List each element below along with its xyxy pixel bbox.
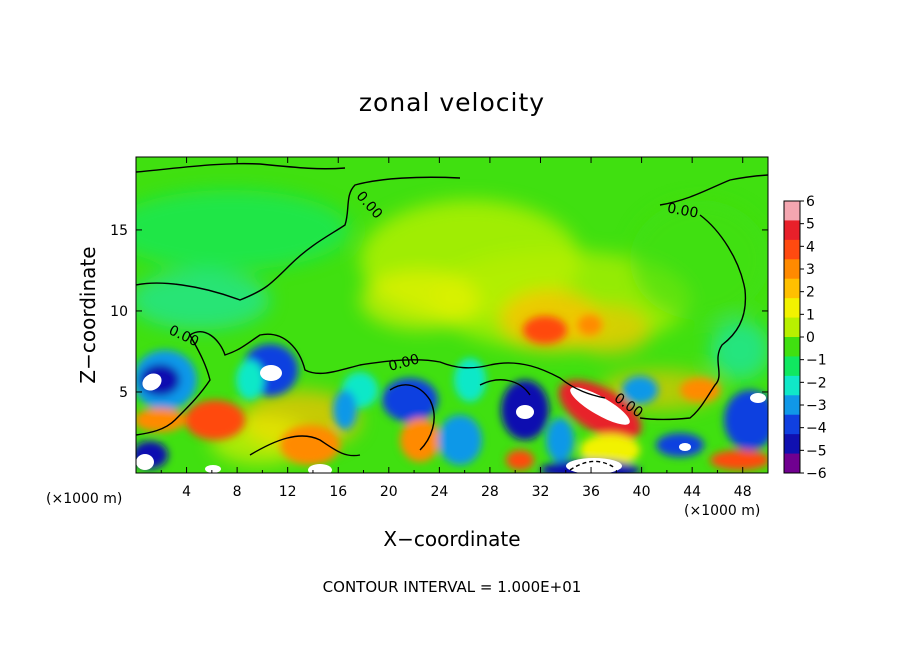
contour-top <box>136 162 346 173</box>
colorbar-tick-label: −2 <box>806 375 827 391</box>
colorbar-swatch <box>784 239 800 260</box>
x-tick-label: 16 <box>329 484 347 500</box>
colorbar-tick-label: −3 <box>806 398 827 414</box>
x-tick-label: 36 <box>582 484 600 500</box>
colorbar-tick-label: −6 <box>806 466 827 482</box>
contour-loop-right <box>479 379 531 396</box>
colorbar-swatch <box>784 317 800 338</box>
colorbar-swatch <box>784 278 800 299</box>
x-axis-label: X−coordinate <box>0 527 904 551</box>
velocity-field <box>136 157 768 473</box>
colorbar-swatch <box>784 375 800 396</box>
colorbar-swatch <box>784 337 800 357</box>
contour-upper-right <box>659 174 768 206</box>
contour-lower-loop <box>249 435 361 457</box>
colorbar-tick-label: 3 <box>806 262 815 278</box>
contour-label: 0.00 <box>666 200 699 221</box>
colorbar-tick-label: −1 <box>806 353 827 369</box>
colorbar-swatch <box>784 395 800 416</box>
colorbar-tick-label: 5 <box>806 217 815 233</box>
colorbar-swatch <box>784 434 800 455</box>
x-tick-label: 44 <box>683 484 701 500</box>
colorbar-swatch <box>784 201 800 221</box>
colorbar-swatch <box>784 298 800 319</box>
colorbar-tick-label: −4 <box>806 421 827 437</box>
x-tick-label: 40 <box>633 484 651 500</box>
x-tick-label: 4 <box>182 484 191 500</box>
contour-center-loop <box>389 384 435 451</box>
colorbar-tick-label: 6 <box>806 194 815 210</box>
x-tick-label: 12 <box>279 484 297 500</box>
x-tick-label: 28 <box>481 484 499 500</box>
x-axis-label-text: X−coordinate <box>383 527 521 551</box>
colorbar-tick-label: −5 <box>806 443 827 459</box>
colorbar-swatch <box>784 414 800 435</box>
contour-dashed <box>569 460 616 471</box>
x-tick-label: 8 <box>233 484 242 500</box>
x-tick-label: 20 <box>380 484 398 500</box>
colorbar-tick-label: 2 <box>806 285 815 301</box>
zero-contours <box>136 162 768 471</box>
contour-label: 0.00 <box>387 351 421 375</box>
x-tick-label: 32 <box>532 484 550 500</box>
colorbar-tick-label: 0 <box>806 330 815 346</box>
colorbar-tick-label: 1 <box>806 307 815 323</box>
contour-upper-left <box>136 176 461 301</box>
x-tick-label: 48 <box>734 484 752 500</box>
colorbar-swatch <box>784 259 800 280</box>
plot-frame <box>135 156 769 474</box>
x-tick-label: 24 <box>430 484 448 500</box>
colorbar: 6 5 4 3 2 1 0 −1 −2 −3 −4 −5 −6 <box>783 194 827 482</box>
x-unit-label-right: (×1000 m) <box>684 503 761 519</box>
y-tick-label: 5 <box>119 385 128 401</box>
contour-mid-band <box>136 331 606 436</box>
colorbar-swatch <box>784 356 800 377</box>
contour-right-descending <box>639 214 747 421</box>
x-unit-label-left: (×1000 m) <box>46 491 123 507</box>
colorbar-tick-label: 4 <box>806 239 815 255</box>
colorbar-swatch <box>784 453 800 474</box>
y-tick-label: 15 <box>110 223 128 239</box>
contour-interval-note: CONTOUR INTERVAL = 1.000E+01 <box>322 578 582 596</box>
chart-title: zonal velocity <box>358 88 546 117</box>
colorbar-swatch <box>784 220 800 241</box>
y-tick-label: 10 <box>110 304 128 320</box>
